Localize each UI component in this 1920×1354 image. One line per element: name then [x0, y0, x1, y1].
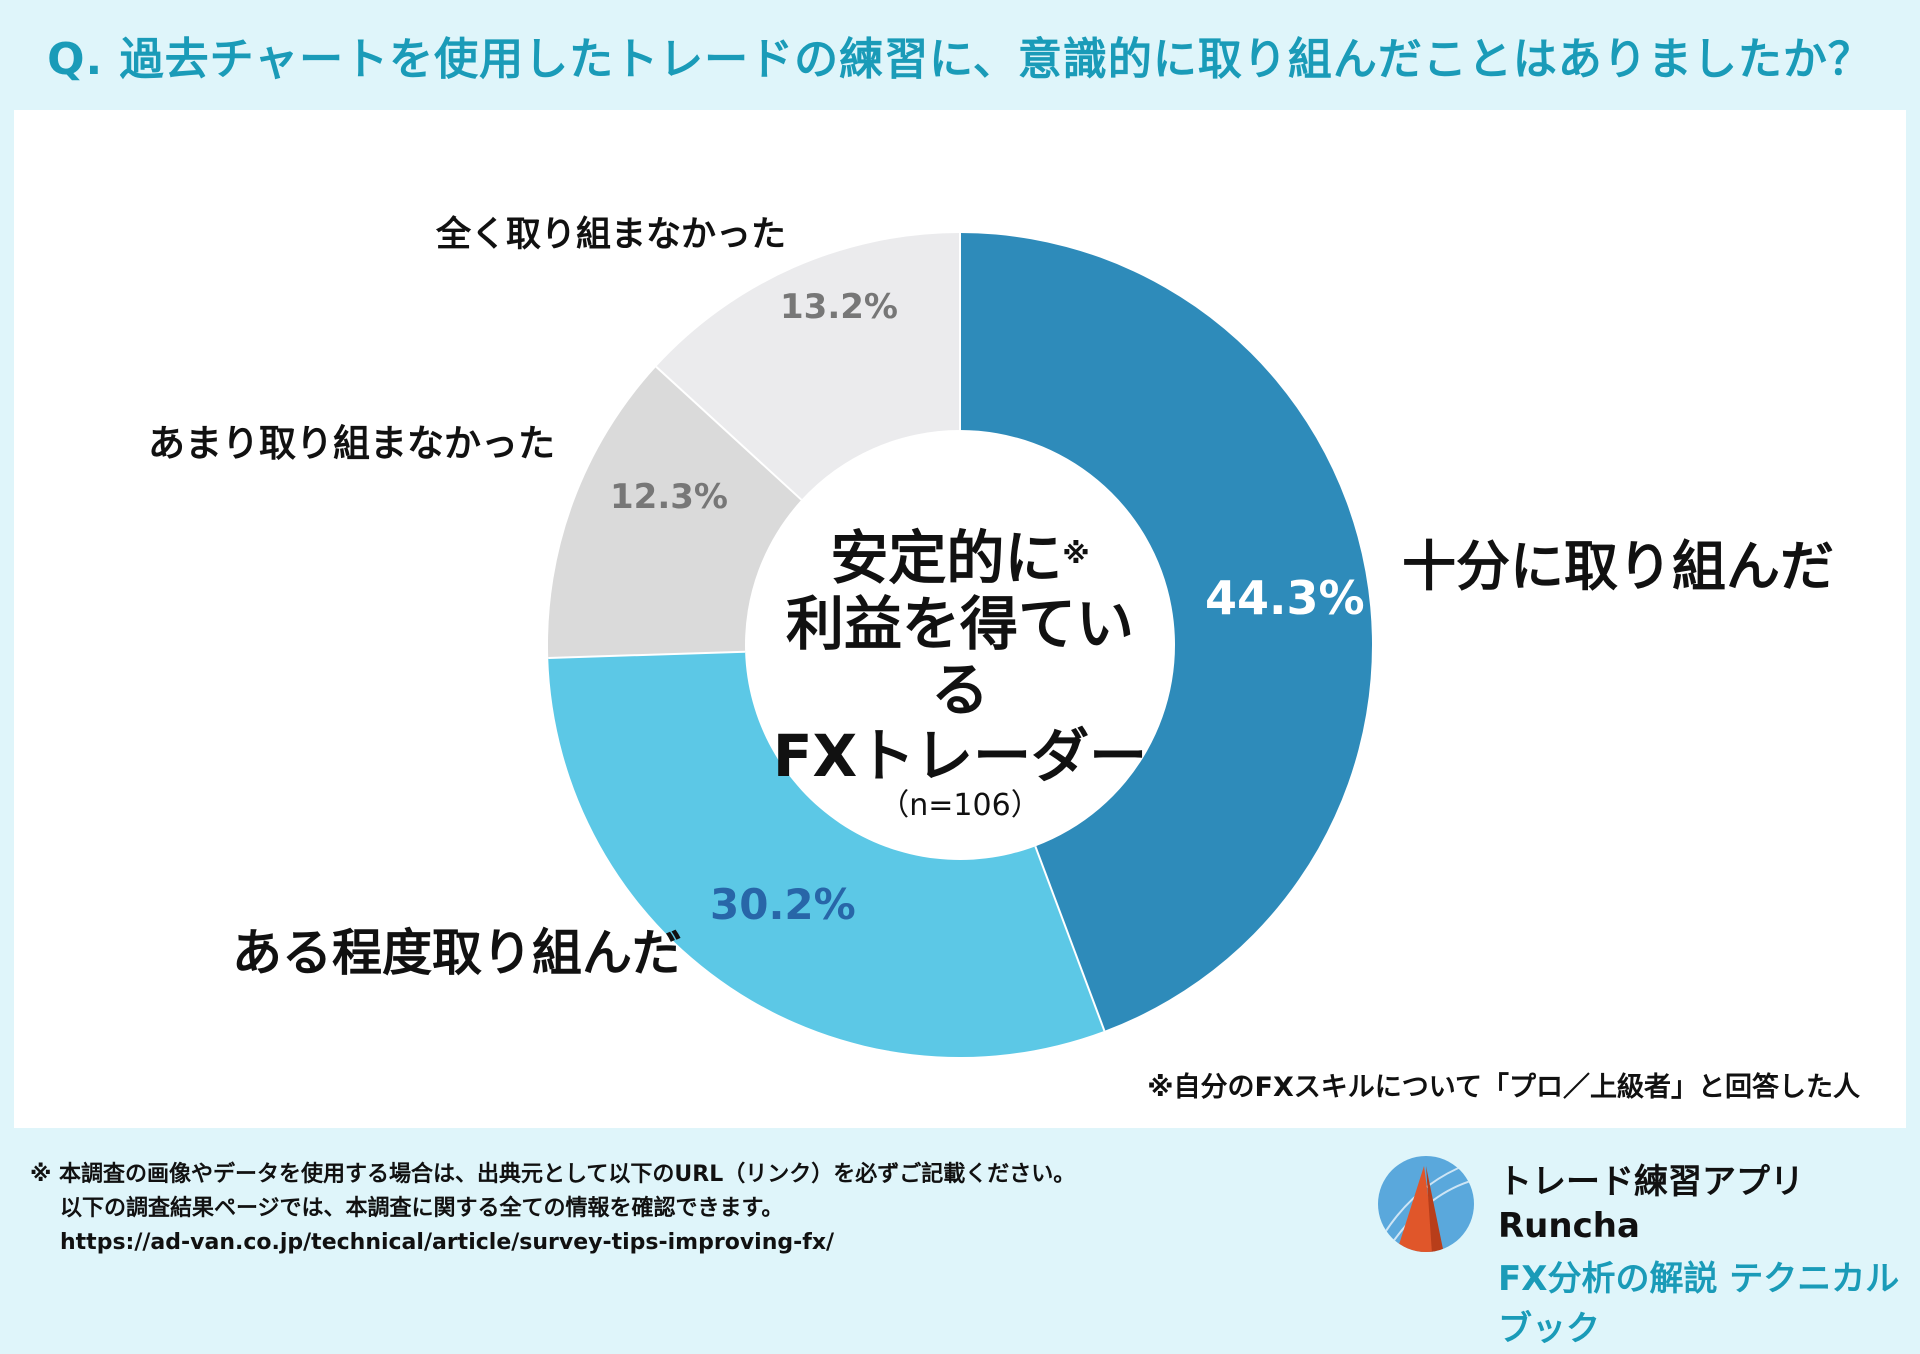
source-url-link[interactable]: https://ad-van.co.jp/technical/article/s… [60, 1230, 835, 1255]
slice-rarely [548, 366, 802, 658]
usage-notice-line-1: ※ 本調査の画像やデータを使用する場合は、出典元として以下のURL（リンク）を必… [30, 1162, 1076, 1187]
brand-name: トレード練習アプリ Runcha [1498, 1162, 1804, 1246]
category-label-never: 全く取り組まなかった [436, 215, 787, 255]
slice-separator [548, 650, 746, 659]
category-label-rarely: あまり取り組まなかった [148, 422, 555, 465]
center-line-3: FXトレーダー [772, 722, 1148, 790]
usage-notice-line-2: 以下の調査結果ページでは、本調査に関する全ての情報を確認できます。 [60, 1196, 784, 1221]
donut-chart [548, 233, 1372, 1057]
category-label-fully: 十分に取り組んだ [1402, 535, 1834, 598]
donut-center-text: 安定的に※ 利益を得ている FXトレーダー （n=106） [760, 525, 1160, 823]
category-label-somewhat: ある程度取り組んだ [232, 924, 682, 982]
value-label-somewhat: 30.2% [710, 880, 856, 929]
center-note-mark: ※ [1062, 537, 1090, 570]
chart-footnote: ※自分のFXスキルについて「プロ／上級者」と回答した人 [1147, 1072, 1860, 1103]
slice-separator [655, 366, 803, 501]
brand-subtitle: FX分析の解説 テクニカルブック [1498, 1259, 1900, 1349]
slice-never [656, 233, 960, 500]
value-label-fully: 44.3% [1205, 571, 1365, 625]
sample-size: （n=106） [879, 788, 1041, 823]
slice-separator [1034, 846, 1106, 1032]
usage-notice: ※ 本調査の画像やデータを使用する場合は、出典元として以下のURL（リンク）を必… [30, 1158, 1075, 1260]
slice-somewhat [548, 651, 1105, 1057]
brand-block: トレード練習アプリ Runcha FX分析の解説 テクニカルブック [1498, 1160, 1920, 1354]
value-label-never: 13.2% [780, 287, 898, 327]
center-line-1: 安定的に [830, 524, 1063, 592]
value-label-rarely: 12.3% [610, 477, 728, 517]
center-line-2: 利益を得ている [785, 590, 1134, 724]
slice-fully [960, 233, 1372, 1031]
page-title: Q. 過去チャートを使用したトレードの練習に、意識的に取り組んだことはありました… [47, 34, 1873, 85]
runcha-logo-icon [1376, 1154, 1476, 1254]
